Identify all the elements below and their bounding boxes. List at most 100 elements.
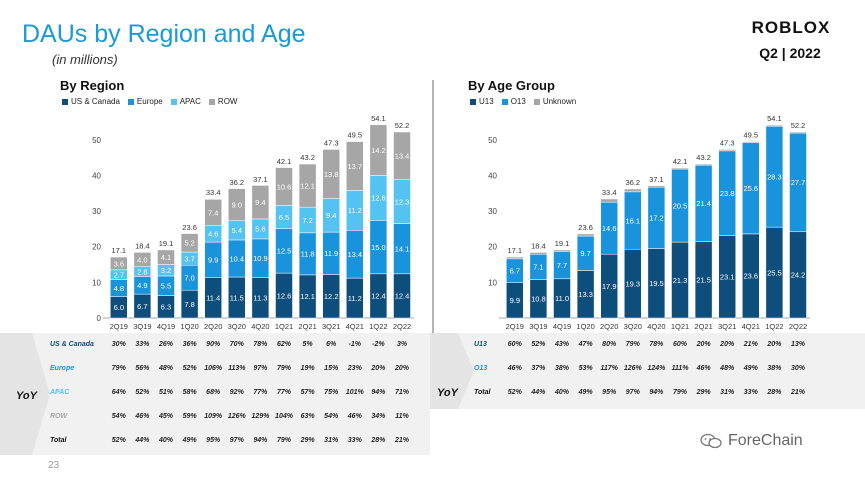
bar-value-label: 16.1: [625, 216, 640, 225]
yoy-cell: 20%: [696, 341, 711, 348]
bar-value-label: 14.1: [395, 244, 410, 253]
bar-value-label: 5.4: [232, 226, 242, 235]
yoy-cell: 79%: [672, 389, 687, 396]
yoy-cell: 30%: [111, 341, 126, 348]
x-tick-label: 2Q21: [694, 322, 712, 331]
x-tick-label: 3Q20: [624, 322, 642, 331]
bar-segment-row: [110, 256, 128, 271]
yoy-cell: 54%: [111, 413, 126, 420]
yoy-cell: 111%: [671, 365, 689, 372]
bar-value-label: 10.6: [277, 182, 292, 191]
bar-value-label: 11.0: [555, 294, 569, 303]
yoy-cell: 46%: [696, 365, 711, 372]
yoy-cell: 60%: [672, 341, 687, 348]
yoy-cell: 77%: [253, 389, 268, 396]
x-tick-label: 4Q19: [157, 322, 175, 331]
x-tick-label: 1Q21: [275, 322, 293, 331]
x-tick-label: 2Q21: [298, 322, 316, 331]
bar-total-label: 52.2: [791, 121, 806, 130]
bar-total-label: 23.6: [578, 223, 593, 232]
bar-segment-row: [204, 199, 222, 226]
bar-value-label: 11.2: [348, 206, 362, 215]
bar-value-label: 13.8: [324, 170, 339, 179]
quarter-label: Q2 | 2022: [759, 45, 821, 61]
region-chart-title: By Region: [60, 78, 125, 93]
yoy-cell: 23%: [347, 365, 362, 372]
yoy-row-label: APAC: [50, 389, 70, 396]
bar-value-label: 5.2: [184, 239, 194, 248]
yoy-cell: 47%: [578, 341, 593, 348]
bar-value-label: 2.7: [114, 271, 124, 280]
yoy-cell: 71%: [394, 389, 409, 396]
bar-total-label: 17.1: [507, 246, 522, 255]
yoy-cell: 90%: [206, 341, 221, 348]
bar-segment-unknown: [576, 233, 595, 237]
x-tick-label: 4Q20: [251, 322, 269, 331]
yoy-cell: 40%: [158, 437, 173, 444]
bar-total-label: 47.3: [324, 138, 339, 147]
x-tick-label: 2Q20: [204, 322, 222, 331]
x-tick-label: 1Q21: [671, 322, 689, 331]
yoy-cell: 54%: [324, 413, 339, 420]
legend-swatch: [533, 98, 540, 105]
yoy-cell: 11%: [395, 413, 409, 420]
bar-value-label: 12.1: [300, 292, 315, 301]
bar-segment-row: [275, 167, 293, 206]
x-tick-label: 2Q22: [393, 322, 411, 331]
age-yoy-band: [430, 333, 865, 409]
wechat-icon: [700, 433, 722, 449]
yoy-cell: 49%: [743, 365, 758, 372]
yoy-cell: 78%: [253, 341, 268, 348]
bar-total-label: 42.1: [673, 157, 688, 166]
bar-segment-unknown: [647, 185, 666, 188]
yoy-cell: 33%: [743, 389, 758, 396]
x-tick-label: 3Q19: [529, 322, 547, 331]
bar-value-label: 4.0: [137, 255, 147, 264]
bar-total-label: 23.6: [182, 223, 197, 232]
legend-swatch: [501, 98, 508, 105]
y-tick-label: 50: [92, 136, 101, 145]
yoy-cell: 79%: [276, 437, 291, 444]
bar-value-label: 17.2: [649, 214, 664, 223]
bar-value-label: 13.7: [347, 162, 362, 171]
bar-value-label: 21.5: [696, 275, 711, 284]
yoy-row-label: O13: [474, 365, 488, 372]
yoy-cell: 13%: [790, 341, 805, 348]
legend-label: Europe: [136, 97, 163, 106]
yoy-cell: 46%: [347, 413, 362, 420]
yoy-cell: 70%: [229, 341, 244, 348]
legend-label: O13: [510, 97, 526, 106]
bar-segment-row: [228, 188, 246, 221]
bar-value-label: 11.5: [230, 293, 244, 302]
bar-value-label: 7.0: [184, 274, 194, 283]
bar-segment-unknown: [506, 256, 524, 260]
bar-value-label: 12.4: [395, 292, 410, 301]
yoy-cell: 80%: [602, 341, 617, 348]
bar-total-label: 19.1: [159, 239, 174, 248]
yoy-cell: 48%: [158, 365, 173, 372]
yoy-cell: 46%: [135, 413, 150, 420]
yoy-cell: 59%: [182, 413, 197, 420]
bar-segment-row: [251, 185, 270, 220]
bar-value-label: 11.4: [206, 293, 220, 302]
yoy-cell: 97%: [253, 365, 268, 372]
bar-total-label: 47.3: [720, 138, 735, 147]
age-chart-title: By Age Group: [468, 78, 555, 93]
yoy-cell: 43%: [554, 341, 569, 348]
legend-swatch: [208, 98, 215, 105]
yoy-cell: 15%: [324, 365, 339, 372]
bar-value-label: 4.6: [208, 230, 218, 239]
bar-value-label: 9.7: [580, 249, 590, 258]
bar-value-label: 6.3: [161, 303, 171, 312]
bar-total-label: 52.2: [395, 121, 410, 130]
yoy-cell: 109%: [204, 413, 223, 420]
bar-value-label: 4.1: [161, 253, 171, 262]
legend-swatch: [127, 98, 134, 105]
bar-value-label: 24.2: [791, 271, 806, 280]
age-legend: U13 O13 Unknown: [470, 97, 584, 106]
yoy-cell: 78%: [649, 341, 664, 348]
bar-value-label: 27.7: [791, 178, 806, 187]
yoy-row-label: Total: [50, 437, 67, 444]
yoy-cell: 29%: [300, 437, 315, 444]
